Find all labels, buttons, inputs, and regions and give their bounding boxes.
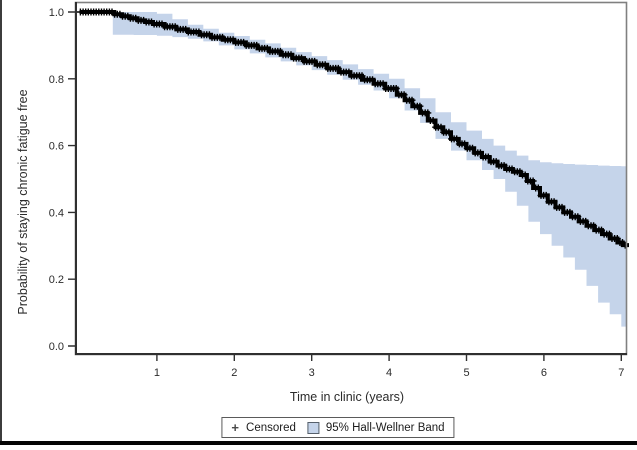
- y-tick-label: 0.6: [49, 141, 64, 153]
- x-tick-label: 4: [386, 367, 392, 379]
- y-tick-label: 0.4: [49, 207, 64, 219]
- x-tick-label: 6: [541, 367, 547, 379]
- axis-lines: [75, 2, 627, 355]
- censored-plus-icon: +: [231, 420, 240, 435]
- y-tick-label: 0.8: [49, 74, 64, 86]
- y-axis-title: Probability of staying chronic fatigue f…: [16, 89, 30, 314]
- x-tick-label: 7: [618, 367, 624, 379]
- y-tick-label: 0.0: [49, 341, 64, 353]
- x-tick-label: 3: [309, 367, 315, 379]
- legend-censored-label: Censored: [246, 421, 296, 434]
- window-left-border: [0, 0, 2, 445]
- legend: + Censored 95% Hall-Wellner Band: [221, 417, 455, 438]
- censored-marks: [76, 8, 629, 249]
- tick-marks: [68, 11, 622, 361]
- y-tick-label: 1.0: [49, 7, 64, 19]
- legend-band-label: 95% Hall-Wellner Band: [325, 421, 445, 434]
- x-tick-label: 1: [154, 367, 160, 379]
- x-tick-label: 5: [463, 367, 469, 379]
- plot-area: 0.0 0.2 0.4 0.6 0.8 1.0 1 2 3 4 5 6 7: [49, 1, 629, 379]
- band-swatch-icon: [307, 421, 320, 434]
- x-axis-title: Time in clinic (years): [290, 390, 404, 404]
- y-tick-label: 0.2: [49, 274, 64, 286]
- hall-wellner-band: [112, 12, 628, 331]
- window-bottom-border: [0, 441, 637, 445]
- x-tick-label: 2: [231, 367, 237, 379]
